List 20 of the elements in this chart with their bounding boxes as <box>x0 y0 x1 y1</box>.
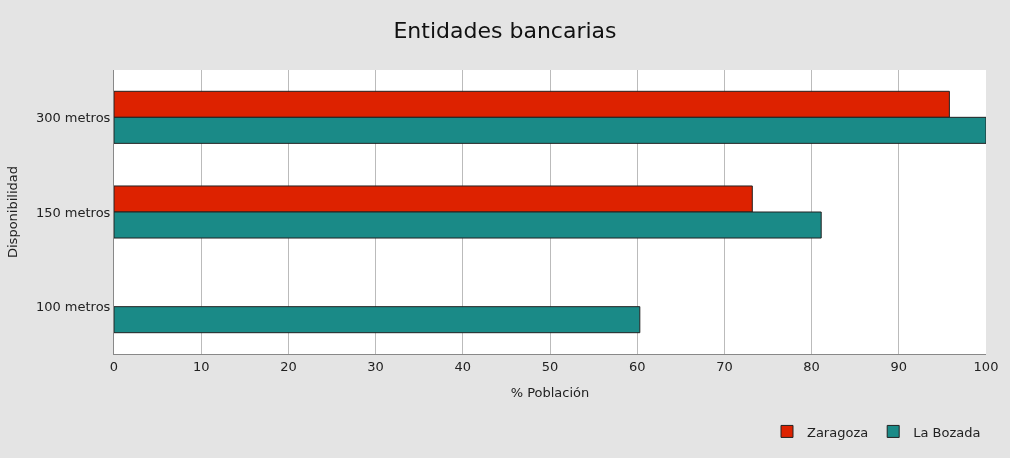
y-tick-label: 300 metros <box>35 109 111 125</box>
bar <box>114 306 641 334</box>
x-tick-label: 80 <box>803 358 820 374</box>
legend-label: La Bozada <box>913 424 981 440</box>
x-tick-label: 40 <box>454 358 472 374</box>
x-tick-label: 10 <box>192 358 210 374</box>
x-tick-label: 60 <box>628 358 646 374</box>
y-axis-title: Disponibilidad <box>4 165 20 259</box>
chart-title: Entidades bancarias <box>393 18 617 44</box>
x-tick-label: 70 <box>716 358 733 374</box>
y-tick-label: 150 metros <box>35 204 111 220</box>
x-tick-label: 50 <box>541 358 559 374</box>
x-tick-label: 0 <box>109 358 119 374</box>
x-axis-title: % Población <box>510 385 590 401</box>
x-tick-label: 20 <box>280 358 297 374</box>
y-tick-label: 100 metros <box>35 299 111 315</box>
legend-label: Zaragoza <box>807 424 869 440</box>
x-tick-label: 30 <box>367 358 384 374</box>
x-tick-label: 90 <box>890 358 908 374</box>
x-tick-label: 100 <box>973 358 999 374</box>
